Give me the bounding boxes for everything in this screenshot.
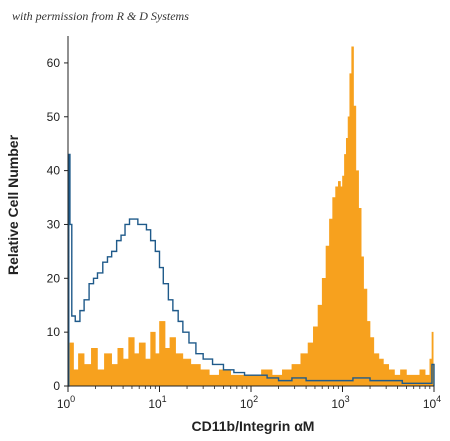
y-tick-label: 10 — [47, 325, 61, 339]
plot-area — [68, 46, 435, 387]
x-tick-label: 100 — [57, 394, 75, 411]
y-tick-label: 20 — [47, 271, 61, 285]
series-outline-histogram — [68, 153, 435, 387]
x-tick-label: 104 — [423, 394, 441, 411]
axes: 0 10 20 30 40 50 60 100 101 102 103 104 — [47, 36, 441, 411]
x-tick-label: 102 — [240, 394, 258, 411]
y-tick-label: 30 — [47, 217, 61, 231]
series-filled-histogram — [68, 46, 435, 387]
y-tick-label: 50 — [47, 110, 61, 124]
x-tick-label: 103 — [331, 394, 349, 411]
x-tick-label: 101 — [148, 394, 166, 411]
y-tick-label: 60 — [47, 56, 61, 70]
permission-watermark: with permission from R & D Systems — [12, 9, 189, 23]
y-tick-label: 40 — [47, 164, 61, 178]
x-axis-label: CD11b/Integrin αM — [192, 418, 315, 434]
y-axis-label: Relative Cell Number — [5, 134, 21, 275]
y-tick-label: 0 — [53, 379, 60, 393]
